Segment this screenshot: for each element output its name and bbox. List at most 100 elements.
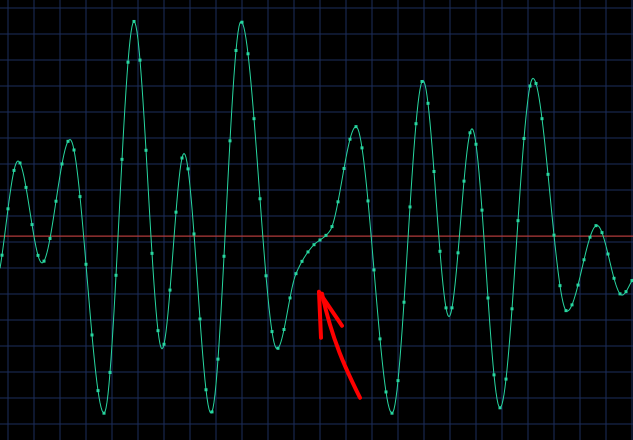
sample-marker — [552, 233, 556, 237]
sample-marker — [624, 290, 628, 294]
sample-marker — [252, 117, 256, 121]
sample-marker — [90, 333, 94, 337]
sample-marker — [36, 253, 40, 257]
waveform-trace — [0, 20, 633, 414]
sample-marker — [450, 306, 454, 310]
sample-marker — [144, 148, 148, 152]
sample-marker — [288, 296, 292, 300]
sample-marker — [360, 146, 364, 150]
sample-marker — [612, 276, 616, 280]
sample-marker — [546, 172, 550, 176]
sample-marker — [474, 142, 478, 146]
sample-marker — [618, 292, 622, 296]
sample-marker — [390, 411, 394, 415]
sample-marker — [30, 223, 34, 227]
sample-marker — [102, 411, 106, 415]
sample-marker — [6, 207, 10, 211]
sample-marker — [264, 274, 268, 278]
sample-marker — [210, 410, 214, 414]
sample-marker — [24, 185, 28, 189]
sample-marker — [444, 306, 448, 310]
sample-marker — [42, 259, 46, 263]
sample-marker — [402, 300, 406, 304]
sample-marker — [204, 388, 208, 392]
sample-marker — [570, 303, 574, 307]
sample-marker — [258, 197, 262, 201]
sample-marker — [354, 125, 358, 129]
sample-marker — [294, 272, 298, 276]
arrow-head — [317, 289, 344, 340]
sample-marker — [420, 80, 424, 83]
sample-marker — [438, 249, 442, 253]
sample-marker — [282, 328, 286, 331]
sample-marker — [462, 179, 466, 183]
sample-marker — [372, 268, 376, 272]
sample-marker — [534, 81, 538, 85]
sample-marker — [414, 122, 418, 126]
sample-marker — [396, 379, 400, 383]
sample-marker — [456, 251, 460, 255]
sample-marker — [120, 157, 124, 161]
sample-marker — [600, 231, 604, 235]
sample-marker — [606, 252, 610, 256]
sample-marker — [504, 377, 508, 381]
sample-marker — [174, 210, 178, 214]
sample-marker — [384, 390, 388, 394]
sample-marker — [48, 236, 52, 240]
sample-marker — [564, 309, 568, 313]
sample-marker — [78, 195, 82, 199]
sample-marker — [516, 219, 520, 223]
sample-marker — [300, 259, 304, 263]
sample-marker — [18, 161, 22, 165]
sample-marker — [336, 200, 340, 204]
sample-marker — [156, 329, 160, 333]
sample-marker — [510, 307, 514, 311]
sample-marker — [126, 60, 130, 64]
sample-marker — [426, 101, 430, 105]
arrow-shaft — [320, 291, 362, 400]
sample-marker — [198, 317, 202, 321]
sample-marker — [228, 139, 232, 143]
sample-marker — [408, 205, 412, 209]
sample-marker — [486, 296, 490, 300]
sample-marker — [114, 273, 118, 277]
sample-marker — [66, 139, 70, 143]
sample-marker — [72, 148, 76, 152]
sample-marker — [540, 117, 544, 121]
sample-marker — [582, 258, 586, 262]
sample-marker — [150, 251, 154, 255]
sample-marker — [630, 279, 633, 283]
sample-marker — [498, 406, 502, 410]
sample-marker — [60, 162, 64, 166]
sample-marker — [306, 250, 310, 254]
sample-marker — [132, 19, 136, 23]
sample-marker — [138, 58, 142, 62]
sample-marker — [84, 262, 88, 266]
sample-marker — [522, 136, 526, 140]
sample-marker — [576, 283, 580, 287]
sample-marker — [192, 232, 196, 236]
sample-marker — [528, 84, 532, 88]
red-arrow-annotation — [317, 289, 362, 400]
sample-marker — [312, 243, 316, 247]
sample-marker — [366, 199, 370, 203]
sample-marker — [186, 167, 190, 171]
waveform-markers — [0, 19, 633, 415]
sample-marker — [162, 342, 166, 346]
sample-marker — [318, 238, 322, 242]
sample-marker — [96, 389, 100, 393]
sample-marker — [246, 52, 250, 56]
sample-marker — [0, 253, 4, 257]
sample-marker — [342, 166, 346, 170]
sample-marker — [324, 233, 328, 237]
sample-marker — [330, 225, 334, 229]
sample-marker — [276, 346, 280, 350]
sample-marker — [468, 131, 472, 135]
sample-marker — [492, 373, 496, 377]
sample-marker — [432, 170, 436, 174]
sample-marker — [588, 235, 592, 239]
sample-marker — [234, 48, 238, 52]
sample-marker — [180, 156, 184, 160]
